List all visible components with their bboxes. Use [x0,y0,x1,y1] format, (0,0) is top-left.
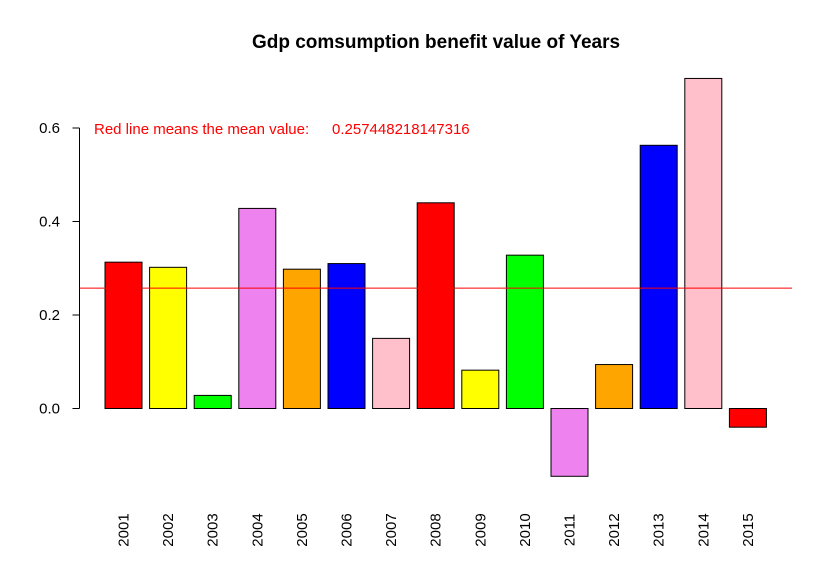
x-tick-label: 2009 [472,513,489,546]
x-tick-label: 2007 [383,513,400,546]
x-tick-label: 2010 [517,513,534,546]
chart-title: Gdp comsumption benefit value of Years [252,32,620,53]
x-tick-label: 2002 [160,513,177,546]
bars [104,77,767,477]
y-tick-label: 0.6 [39,120,60,137]
x-tick-label: 2014 [695,513,712,546]
bar-2003 [193,394,232,410]
mean-annotation-label: Red line means the mean value: [94,121,309,138]
x-tick-label: 2004 [249,513,266,546]
x-tick-label: 2001 [116,513,133,546]
bar-2008 [416,202,455,409]
mean-annotation-value: 0.257448218147316 [332,121,470,138]
x-tick-label: 2008 [428,513,445,546]
x-tick-label: 2003 [205,513,222,546]
y-tick-label: 0.2 [39,307,60,324]
x-tick-label: 2012 [606,513,623,546]
mean-annotation: Red line means the mean value: 0.2574482… [94,121,470,138]
x-tick-label: 2006 [339,513,356,546]
x-tick-label: 2013 [651,513,668,546]
bar-2001 [104,261,143,409]
y-tick-label: 0.4 [39,214,60,231]
x-tick-labels: 2001 2002 2003 2004 2005 2006 2007 2008 2009 2010… [116,513,757,546]
bar-2015 [728,408,767,428]
bar-2002 [149,266,188,409]
bar-2007 [372,337,411,409]
x-tick-label: 2011 [562,514,579,546]
y-tick-label: 0.0 [39,401,60,418]
bar-2011 [550,408,589,477]
bar-2014 [684,77,723,409]
y-axis: 0.0 0.2 0.4 0.6 [39,120,80,418]
bar-2010 [505,254,544,409]
bar-2006 [327,263,366,410]
bar-2012 [595,364,634,409]
bar-2009 [461,369,500,410]
bar-2013 [639,144,678,410]
bar-2004 [238,207,277,409]
x-tick-label: 2015 [740,513,757,546]
bar-2005 [282,268,321,409]
x-tick-label: 2005 [294,513,311,546]
